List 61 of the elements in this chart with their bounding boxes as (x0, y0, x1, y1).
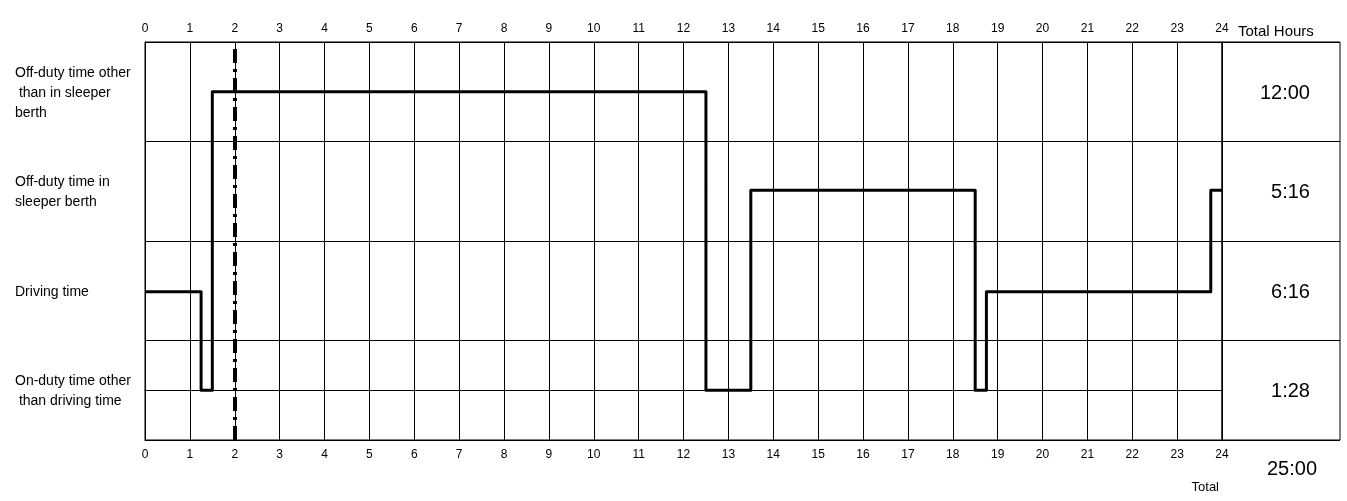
x2-tick-label: 6 (410, 21, 418, 35)
x-tick-label: 7 (455, 447, 463, 461)
x2-tick-label: 8 (500, 21, 508, 35)
x2-tick-label: 9 (545, 21, 553, 35)
category-label: 6:16 (1271, 279, 1310, 302)
category-label: Off-duty time other than in sleeper berth (15, 63, 131, 120)
x2-tick-label: 2 (231, 21, 239, 35)
x-tick-label: 20 (1035, 447, 1050, 461)
category-label: Driving time (15, 282, 89, 299)
x-tick-label: 0 (141, 447, 149, 461)
x2-tick-label: 4 (321, 21, 329, 35)
x2-tick-label: 5 (366, 21, 374, 35)
category-label: 1:28 (1271, 379, 1310, 402)
text: 25:00 (1266, 457, 1318, 479)
x2-tick-label: 18 (946, 21, 960, 35)
x-tick-label: 19 (990, 447, 1005, 461)
x-tick-label: 22 (1125, 447, 1140, 461)
x-tick-label: 23 (1170, 447, 1185, 461)
x-tick-label: 10 (587, 447, 601, 461)
x2-tick-label: 1 (186, 21, 194, 35)
x2-tick-label: 0 (141, 21, 149, 35)
x-tick-label: 8 (500, 447, 508, 461)
x2-tick-label: 13 (721, 21, 736, 35)
x-tick-label: 2 (231, 447, 239, 461)
x-tick-label: 11 (632, 447, 646, 461)
category-label: 5:16 (1271, 180, 1310, 203)
category-label: On-duty time other than driving time (15, 372, 131, 409)
x-tick-label: 15 (811, 447, 826, 461)
x-tick-label: 24 (1215, 447, 1229, 461)
x-tick-label: 17 (901, 447, 915, 461)
x2-tick-label: 3 (276, 21, 284, 35)
x-tick-label: 14 (766, 447, 781, 461)
x2-tick-label: 17 (901, 21, 915, 35)
x2-tick-label: 14 (766, 21, 781, 35)
x2-tick-label: 12 (676, 21, 691, 35)
x2-tick-label: 11 (632, 21, 646, 35)
x2-tick-label: 16 (856, 21, 870, 35)
x2-tick-label: 23 (1170, 21, 1185, 35)
x-tick-label: 21 (1080, 447, 1095, 461)
x-tick-label: 5 (366, 447, 374, 461)
x2-tick-label: 19 (990, 21, 1005, 35)
x-tick-label: 9 (545, 447, 553, 461)
x2-tick-label: 15 (811, 21, 826, 35)
x-tick-label: 3 (276, 447, 284, 461)
x2-tick-label: 20 (1035, 21, 1050, 35)
x-tick-label: 1 (186, 447, 194, 461)
x-tick-label: 4 (321, 447, 329, 461)
y2-axis-title: Total Hours (1238, 22, 1314, 39)
x2-tick-label: 21 (1080, 21, 1095, 35)
x-tick-label: 13 (721, 447, 736, 461)
x-tick-label: 6 (410, 447, 418, 461)
category-label: 12:00 (1259, 80, 1310, 103)
x-tick-label: 18 (946, 447, 960, 461)
category-label: Off-duty time in sleeper berth (15, 173, 110, 210)
x2-tick-label: 22 (1125, 21, 1140, 35)
x2-tick-label: 10 (587, 21, 601, 35)
x-tick-label: 16 (856, 447, 870, 461)
text: Total (1191, 479, 1220, 494)
x2-tick-label: 7 (455, 21, 463, 35)
x2-tick-label: 24 (1215, 21, 1229, 35)
x-tick-label: 12 (676, 447, 691, 461)
